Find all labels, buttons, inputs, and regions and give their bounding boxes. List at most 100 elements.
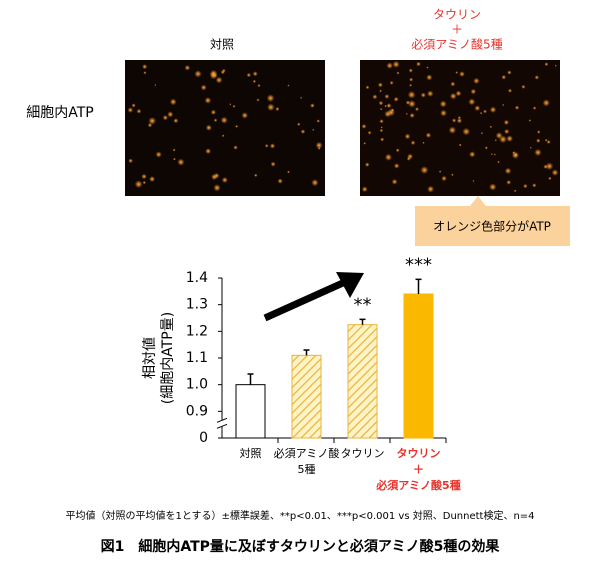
cell-dot — [545, 162, 554, 171]
cell-dot — [395, 148, 400, 153]
y-tick-label: 1.1 — [186, 350, 208, 366]
cell-dot — [392, 60, 400, 68]
cell-dot — [473, 77, 480, 85]
cell-dot — [497, 160, 500, 164]
note: 平均値（対照の平均値を1とする）±標準誤差、**p<0.01、***p<0.00… — [65, 509, 534, 522]
x-tick-label: 対照 — [240, 446, 262, 460]
cell-dot — [241, 112, 249, 119]
cell-dot — [316, 119, 320, 123]
cell-dot — [220, 70, 225, 75]
cell-dot — [501, 74, 507, 80]
cell-dot — [297, 122, 301, 126]
cell-dot — [408, 68, 413, 73]
cell-dot — [438, 170, 442, 173]
cell-dot — [422, 141, 425, 144]
cell-dot — [315, 141, 323, 149]
cell-dot — [536, 138, 541, 143]
y-tick-label: 1.4 — [186, 270, 208, 286]
cell-dot — [536, 130, 541, 134]
cell-dot — [173, 157, 176, 161]
cell-dot — [386, 62, 393, 69]
cell-dot — [277, 178, 283, 184]
cell-dot — [532, 183, 537, 188]
cell-dot — [365, 85, 370, 90]
cell-dot — [391, 178, 398, 185]
cell-dot — [479, 111, 483, 115]
cell-dot — [177, 158, 185, 166]
cell-dot — [128, 158, 133, 164]
cell-dot — [507, 88, 513, 93]
cell-dot — [451, 173, 454, 177]
cell-dot — [270, 161, 276, 167]
image-title: ＋ — [451, 23, 463, 37]
x-tick-label: 5種 — [298, 462, 316, 476]
cell-dot — [494, 139, 497, 142]
cell-dot — [213, 118, 218, 123]
cell-dot — [155, 151, 162, 158]
cell-dot — [233, 145, 238, 150]
cell-dot — [532, 106, 537, 110]
bar — [235, 384, 266, 439]
cell-dot — [142, 180, 147, 185]
cell-dot — [441, 175, 447, 182]
cell-dot — [427, 185, 435, 193]
y-tick-label: 1.3 — [186, 297, 208, 313]
cell-dot — [546, 139, 551, 144]
cell-dot — [529, 146, 532, 149]
cell-dot — [136, 108, 142, 114]
cell-dot — [502, 103, 505, 107]
cell-dot — [131, 103, 136, 108]
cell-dot — [521, 84, 526, 89]
cell-dot — [506, 135, 513, 142]
cell-dot — [379, 107, 383, 111]
cell-dot — [389, 80, 394, 85]
cell-dot — [254, 173, 258, 177]
cell-dot — [379, 128, 384, 133]
cell-dot — [474, 105, 481, 112]
cell-dot — [427, 90, 434, 97]
cell-dot — [544, 138, 548, 142]
image-title: 対照 — [210, 38, 234, 52]
micro-image — [125, 60, 325, 196]
cell-dot — [310, 103, 315, 108]
cell-dot — [480, 132, 484, 135]
cell-dot — [420, 92, 426, 98]
caption: 図1 細胞内ATP量に及ぼすタウリンと必須アミノ酸5種の効果 — [101, 538, 501, 555]
trend-arrow — [263, 278, 347, 322]
cell-dot — [235, 124, 239, 128]
cell-dot — [377, 82, 383, 88]
cell-dot — [450, 81, 456, 87]
cell-dot — [379, 89, 382, 93]
cell-dot — [534, 75, 540, 80]
cell-dot — [142, 64, 148, 70]
cell-dot — [483, 109, 487, 114]
cell-dot — [495, 132, 503, 139]
cell-dot — [469, 151, 476, 158]
cell-dot — [173, 118, 179, 124]
cell-dot — [317, 146, 321, 150]
cell-dot — [384, 104, 387, 108]
cell-dot — [264, 144, 269, 148]
micro-image — [360, 60, 560, 196]
cell-dot — [257, 83, 261, 88]
image-title: 必須アミノ酸5種 — [411, 37, 502, 52]
cell-dot — [184, 64, 191, 71]
bar — [291, 354, 322, 439]
cell-dot — [390, 108, 395, 112]
cell-dot — [267, 103, 275, 112]
cell-dot — [551, 169, 559, 176]
cell-dot — [210, 109, 217, 115]
cell-dot — [511, 151, 520, 159]
cell-dot — [154, 84, 157, 87]
cell-dot — [361, 123, 367, 129]
cell-dot — [455, 71, 459, 74]
cell-dot — [468, 98, 476, 106]
cell-dot — [404, 133, 411, 140]
panel-label: 細胞内ATP — [26, 105, 93, 121]
cell-dot — [409, 83, 413, 87]
cell-dot — [503, 119, 510, 126]
cell-dot — [213, 184, 221, 192]
image-title: タウリン — [433, 8, 481, 22]
cell-dot — [448, 126, 457, 134]
x-tick-label: タウリン — [341, 447, 385, 460]
